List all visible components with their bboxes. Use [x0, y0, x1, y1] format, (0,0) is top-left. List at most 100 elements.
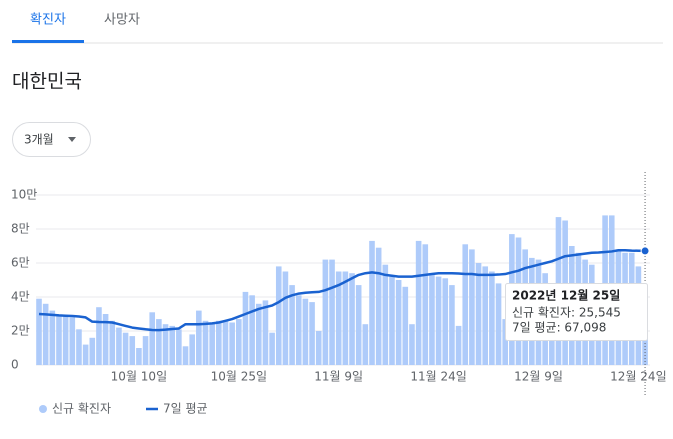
bar	[389, 276, 395, 365]
bar	[435, 276, 442, 365]
bar	[156, 319, 162, 365]
bar	[382, 264, 389, 365]
bar	[249, 295, 255, 365]
bar	[362, 324, 369, 365]
bar	[442, 278, 449, 365]
y-tick-label: 2만	[11, 324, 30, 338]
bar	[415, 240, 422, 365]
bar	[329, 259, 335, 365]
tooltip-line: 신규 확진자: 25,545	[512, 306, 621, 320]
bar	[76, 329, 82, 365]
legend-label: 7일 평균	[163, 402, 208, 416]
bar	[275, 266, 282, 365]
bar	[89, 337, 96, 365]
bar	[236, 319, 242, 365]
bar	[176, 329, 182, 365]
region-title: 대한민국	[12, 71, 82, 93]
bar	[96, 307, 102, 365]
y-tick-label: 10만	[11, 188, 37, 202]
tab[interactable]: 확진자	[30, 13, 66, 28]
x-tick-label: 12월 24일	[610, 370, 666, 384]
y-tick-label: 4만	[11, 290, 30, 304]
y-tick-label: 8만	[11, 222, 30, 236]
bar	[342, 271, 349, 365]
bar	[182, 346, 189, 365]
bar	[116, 327, 122, 365]
bar	[36, 298, 42, 365]
bar	[469, 249, 475, 365]
bar	[402, 286, 409, 365]
bar	[449, 285, 455, 365]
bar	[242, 291, 249, 365]
x-tick-label: 11월 24일	[410, 370, 466, 384]
bar	[149, 312, 156, 365]
range-label: 3개월	[24, 133, 54, 147]
bar	[196, 310, 202, 365]
bar	[202, 320, 209, 365]
hover-dot	[640, 246, 650, 256]
tooltip-title: 2022년 12월 25일	[512, 288, 620, 303]
bar	[409, 324, 415, 365]
bar	[102, 314, 109, 365]
bar	[489, 271, 495, 365]
bar	[375, 247, 382, 365]
x-tick-label: 11월 9일	[314, 370, 363, 384]
tooltip-line: 7일 평균: 67,098	[512, 321, 606, 335]
bar	[162, 324, 169, 365]
bar	[262, 300, 269, 365]
tab[interactable]: 사망자	[104, 13, 140, 28]
bar	[56, 315, 62, 365]
average-line	[38, 249, 646, 332]
bar	[502, 319, 508, 365]
bar	[475, 263, 482, 365]
bar	[82, 344, 89, 365]
bar	[42, 303, 49, 365]
bar	[255, 303, 262, 365]
bar	[429, 273, 435, 365]
bar	[222, 320, 229, 365]
bar	[349, 273, 355, 365]
bar	[122, 332, 129, 365]
bar	[229, 322, 235, 365]
bar	[209, 322, 215, 365]
legend-swatch	[39, 405, 47, 413]
dropdown-arrow	[68, 137, 76, 142]
bar	[62, 315, 69, 365]
bar	[309, 302, 315, 365]
bar	[462, 244, 469, 365]
bar	[322, 259, 329, 365]
tab-indicator	[12, 40, 84, 43]
bar	[142, 336, 149, 365]
tooltip-box	[505, 283, 648, 341]
bar	[495, 283, 502, 365]
bar	[549, 320, 555, 365]
range-button[interactable]	[12, 122, 91, 157]
x-tick-label: 12월 9일	[514, 370, 563, 384]
bar	[216, 320, 222, 365]
bar	[369, 240, 375, 365]
bar	[315, 331, 322, 365]
bar	[136, 348, 142, 365]
legend-label: 신규 확진자	[52, 402, 111, 416]
bar	[269, 332, 275, 365]
y-tick-label: 0	[11, 358, 19, 372]
x-tick-label: 10월 10일	[111, 370, 167, 384]
bar	[289, 285, 295, 365]
bar	[395, 280, 402, 365]
bar	[455, 325, 462, 365]
bar	[482, 266, 489, 365]
bar	[129, 336, 136, 365]
bar	[422, 244, 429, 365]
bar	[109, 320, 116, 365]
y-tick-label: 6만	[11, 256, 30, 270]
bar	[302, 298, 309, 365]
bar	[49, 310, 56, 365]
bar	[355, 285, 362, 365]
bar	[69, 317, 76, 365]
bar	[295, 295, 302, 365]
bar	[169, 325, 175, 365]
x-tick-label: 10월 25일	[211, 370, 267, 384]
bar	[189, 334, 195, 365]
